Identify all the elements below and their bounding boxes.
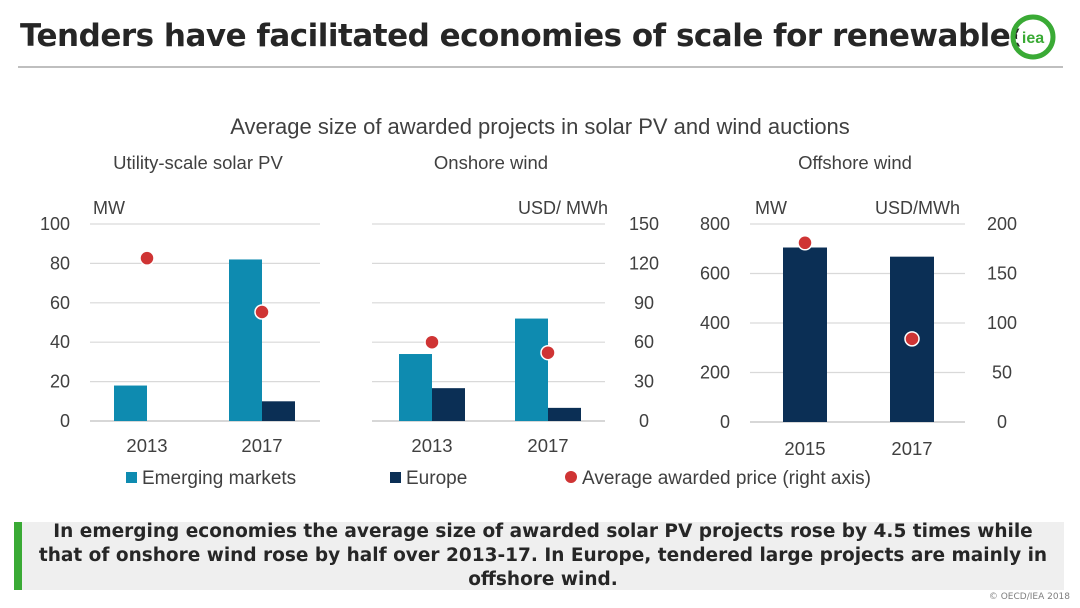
right-tick-label: 30 [634,372,654,392]
legend-marker-square [390,472,401,483]
left-tick-label: 200 [700,363,730,383]
chart-panels: Utility-scale solar PV 0 20 40 60 80 100 MW 2013… [40,152,1017,459]
right-tick-label: 150 [629,214,659,234]
left-tick-label: 80 [50,253,70,273]
right-axis-unit: USD/ MWh [518,198,608,218]
left-tick-label: 0 [720,412,730,432]
legend-marker-circle [565,471,577,483]
copyright-text: © OECD/IEA 2018 [988,592,1070,602]
bar-emerging-2013 [399,354,432,421]
left-axis-unit: MW [755,198,787,218]
legend-label: Europe [406,468,467,489]
iea-logo-icon: iea [1010,14,1056,60]
left-tick-label: 20 [50,372,70,392]
left-axis-unit: MW [93,198,125,218]
right-tick-label: 0 [639,411,649,431]
category-label: 2013 [126,435,167,456]
price-point-2015 [797,235,813,251]
right-tick-label: 120 [629,253,659,273]
price-point-2017 [540,344,556,361]
price-point-2017 [254,304,270,320]
chart-heading: Average size of awarded projects in sola… [230,114,850,139]
right-tick-label: 100 [987,313,1017,333]
bar-europe-2017 [548,407,581,421]
title-divider [18,66,1063,68]
right-tick-label: 0 [997,412,1007,432]
chart-area: Average size of awarded projects in sola… [40,114,1017,489]
category-label: 2013 [411,435,452,456]
left-tick-label: 60 [50,293,70,313]
caption-text: In emerging economies the average size o… [38,521,1048,590]
price-point-2013 [139,250,155,266]
bar-emerging-2013 [114,385,147,421]
bar-emerging-2017 [229,259,262,421]
chart-panel-2: Onshore wind 0 30 60 90 120 150 USD/ MWh 2013 201… [372,152,659,456]
left-tick-label: 100 [40,214,70,234]
category-label: 2017 [891,438,932,459]
legend-marker-square [126,472,137,483]
left-tick-label: 0 [60,411,70,431]
price-point-2017 [904,331,920,347]
bar-emerging-2017 [515,318,548,421]
bar-europe-2013 [432,388,465,421]
category-label: 2015 [784,438,825,459]
category-label: 2017 [527,435,568,456]
bar-europe-2017 [262,401,295,421]
right-tick-label: 150 [987,264,1017,284]
left-tick-label: 40 [50,332,70,352]
category-label: 2017 [241,435,282,456]
panel-title: Utility-scale solar PV [113,152,283,173]
legend-label: Average awarded price (right axis) [582,468,871,489]
caption-box: In emerging economies the average size o… [14,521,1064,590]
right-tick-label: 50 [992,363,1012,383]
chart-legend: Emerging markets Europe Average awarded pr… [126,468,871,489]
right-tick-label: 200 [987,214,1017,234]
price-point-2013 [424,334,440,350]
slide-title: Tenders have facilitated economies of sc… [20,18,1029,54]
left-tick-label: 800 [700,214,730,234]
right-tick-label: 60 [634,332,654,352]
right-axis-unit: USD/MWh [875,198,960,218]
bar-europe-2015 [783,247,827,422]
logo-inner [1017,21,1049,53]
logo-ring [1010,14,1056,60]
panel-title: Offshore wind [798,152,912,173]
left-tick-label: 400 [700,313,730,333]
left-tick-label: 600 [700,264,730,284]
logo-text: iea [1022,30,1044,47]
chart-panel-3: Offshore wind 0 200 400 600 800 0 50 100 150 200 MW… [700,152,1017,459]
legend-label: Emerging markets [142,468,296,489]
panel-title: Onshore wind [434,152,548,173]
right-tick-label: 90 [634,293,654,313]
chart-panel-1: Utility-scale solar PV 0 20 40 60 80 100 MW 2013… [40,152,320,456]
